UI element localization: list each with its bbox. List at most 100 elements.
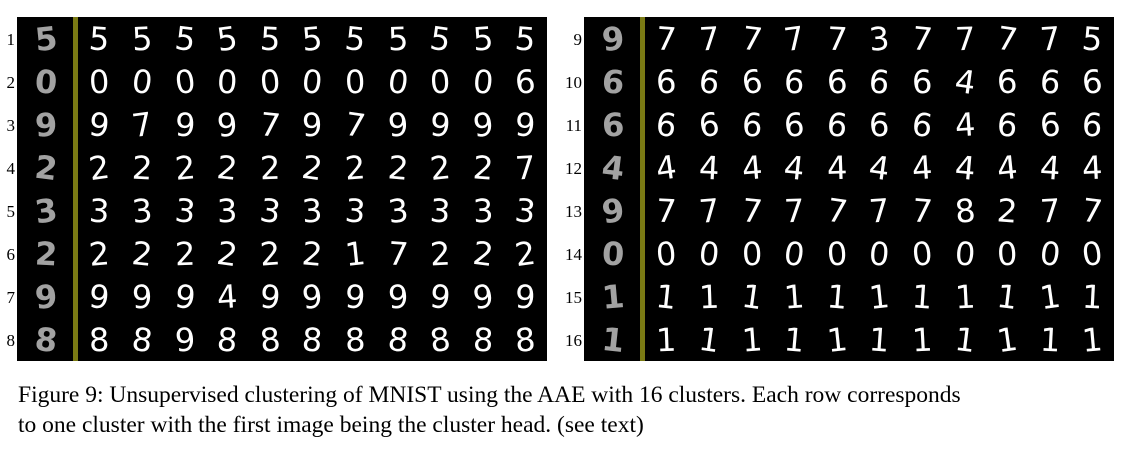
cluster-row-number: 3: [6, 116, 16, 135]
cluster-sample-digit: 9: [258, 276, 282, 317]
cluster-sample-digit: 8: [513, 319, 538, 360]
cluster-sample-digit: 4: [866, 147, 893, 188]
cluster-sample-digit: 0: [428, 61, 452, 102]
cluster-sample-digit: 1: [867, 276, 892, 317]
cluster-sample-digit: 8: [257, 319, 282, 360]
cluster-sample-digit: 6: [1037, 104, 1062, 145]
cluster-sample-digit: 1: [953, 276, 976, 317]
cluster-row-number: 7: [6, 288, 16, 307]
cluster-row-number: 15: [565, 288, 582, 307]
cluster-head-digit: 9: [34, 104, 59, 145]
cluster-head-digit: 5: [33, 18, 60, 59]
cluster-row-number: 8: [6, 331, 16, 350]
cluster-sample-digit: 1: [952, 319, 978, 360]
cluster-sample-digit: 1: [825, 276, 849, 317]
cluster-sample-digit: 2: [173, 234, 196, 273]
cluster-sample-digit: 0: [216, 61, 239, 102]
cluster-sample-digit: 0: [953, 233, 977, 274]
cluster-sample-digit: 4: [910, 147, 934, 188]
caption-line-2: to one cluster with the first image bein…: [18, 412, 644, 438]
cluster-sample-digit: 2: [470, 233, 496, 274]
cluster-sample-digit: 0: [344, 62, 366, 101]
cluster-sample-digit: 2: [129, 233, 155, 274]
cluster-sample-digit: 7: [868, 190, 891, 231]
cluster-sample-digit: 7: [953, 19, 976, 58]
cluster-sample-digit: 1: [782, 276, 806, 317]
cluster-sample-digit: 4: [1038, 147, 1062, 188]
cluster-head-digit: 2: [34, 233, 59, 274]
cluster-sample-digit: 5: [258, 18, 282, 59]
cluster-sample-digit: 4: [215, 276, 239, 317]
cluster-sample-digit: 6: [513, 61, 538, 102]
cluster-sample-digit: 3: [88, 190, 111, 231]
cluster-sample-digit: 7: [781, 18, 808, 59]
cluster-sample-digit: 3: [428, 190, 452, 231]
cluster-sample-digit: 9: [427, 276, 453, 317]
cluster-sample-digit: 8: [88, 320, 111, 359]
cluster-sample-digit: 9: [300, 276, 325, 317]
figure-caption: Figure 9: Unsupervised clustering of MNI…: [18, 380, 1128, 440]
cluster-sample-digit: 6: [868, 105, 891, 144]
cluster-sample-digit: 6: [783, 61, 806, 102]
cluster-sample-digit: 0: [740, 234, 763, 273]
cluster-sample-digit: 4: [953, 104, 977, 145]
cluster-sample-digit: 0: [909, 233, 935, 274]
cluster-sample-digit: 2: [343, 147, 367, 188]
cluster-head-digit: 2: [33, 147, 60, 188]
cluster-head-digit: 0: [34, 61, 59, 102]
cluster-sample-digit: 7: [257, 104, 282, 145]
cluster-sample-digit: 5: [130, 18, 154, 59]
cluster-sample-digit: 6: [782, 104, 807, 145]
cluster-sample-digit: 3: [867, 18, 892, 59]
cluster-sample-digit: 9: [131, 277, 153, 316]
cluster-sample-digit: 4: [952, 147, 977, 188]
cluster-sample-digit: 8: [215, 319, 240, 360]
cluster-sample-digit: 0: [996, 233, 1019, 274]
cluster-sample-digit: 7: [514, 147, 537, 188]
cluster-sample-digit: 8: [343, 319, 367, 360]
cluster-sample-digit: 4: [653, 147, 680, 188]
cluster-sample-digit: 6: [1081, 104, 1104, 145]
cluster-sample-digit: 7: [129, 104, 155, 145]
cluster-sample-digit: 6: [696, 104, 722, 145]
cluster-sample-digit: 1: [868, 319, 891, 360]
cluster-sample-digit: 2: [87, 233, 112, 274]
cluster-sample-digit: 1: [738, 276, 765, 317]
cluster-row-number: 16: [565, 331, 582, 350]
cluster-sample-digit: 0: [1037, 233, 1063, 274]
cluster-head-digit: 6: [601, 61, 626, 102]
cluster-row-number: 13: [565, 202, 582, 221]
cluster-sample-digit: 9: [301, 105, 324, 144]
cluster-sample-digit: 9: [171, 276, 198, 317]
cluster-sample-digit: 0: [258, 61, 282, 102]
cluster-sample-digit: 9: [386, 276, 409, 317]
cluster-sample-digit: 1: [994, 276, 1020, 317]
cluster-sample-digit: 7: [342, 104, 368, 145]
cluster-sample-digit: 0: [129, 61, 155, 102]
cluster-sample-digit: 1: [696, 319, 722, 360]
cluster-sample-digit: 4: [697, 147, 721, 188]
cluster-sample-digit: 8: [471, 319, 495, 360]
cluster-sample-digit: 6: [824, 104, 849, 145]
cluster-sample-digit: 4: [739, 147, 764, 188]
cluster-sample-digit: 0: [825, 233, 849, 274]
cluster-sample-digit: 1: [1080, 319, 1105, 360]
cluster-sample-digit: 0: [867, 233, 892, 274]
cluster-sample-digit: 9: [428, 104, 453, 145]
cluster-sample-digit: 8: [952, 190, 977, 231]
cluster-sample-digit: 2: [428, 147, 453, 188]
cluster-sample-digit: 1: [655, 320, 678, 359]
cluster-sample-digit: 7: [909, 18, 935, 59]
cluster-sample-digit: 1: [1081, 276, 1104, 317]
cluster-row-number: 11: [565, 116, 582, 135]
cluster-sample-digit: 8: [427, 319, 454, 360]
